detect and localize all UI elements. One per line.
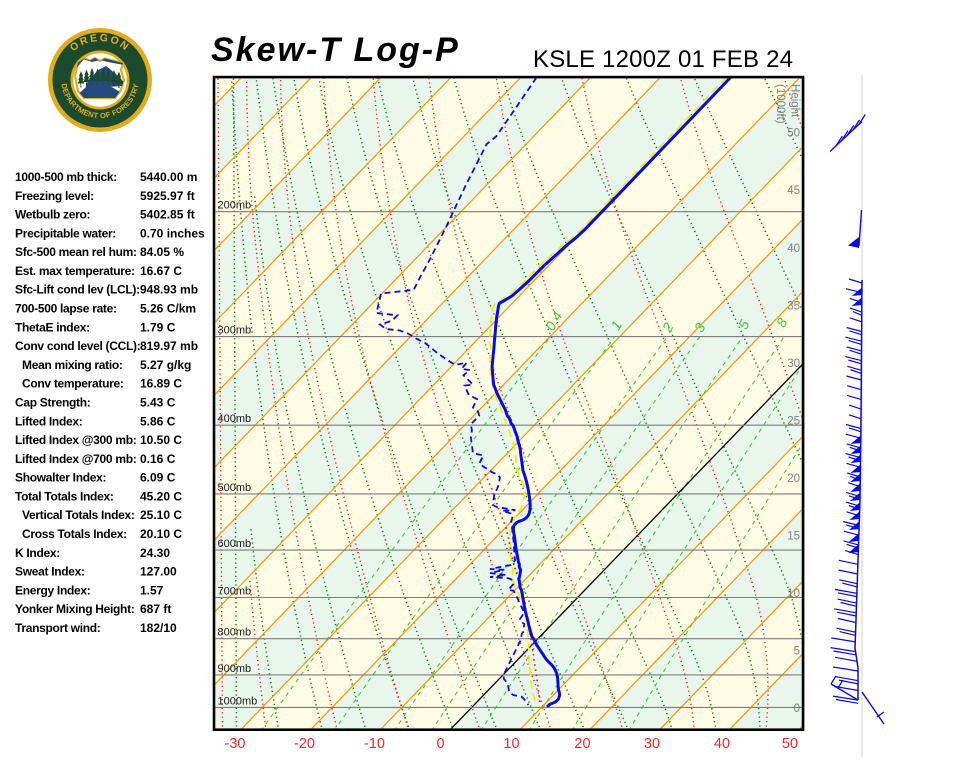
- svg-text:10: 10: [503, 736, 519, 752]
- svg-text:5925.97 ft: 5925.97 ft: [140, 189, 195, 203]
- svg-text:500mb: 500mb: [218, 482, 252, 494]
- svg-text:5.26 C/km: 5.26 C/km: [140, 302, 196, 316]
- svg-text:819.97 mb: 819.97 mb: [140, 339, 198, 353]
- svg-text:Vertical Totals Index:: Vertical Totals Index:: [22, 508, 135, 522]
- svg-text:5440.00 m: 5440.00 m: [140, 170, 197, 184]
- svg-text:Lifted Index:: Lifted Index:: [15, 414, 82, 428]
- svg-text:50: 50: [787, 128, 800, 140]
- svg-text:30: 30: [644, 736, 660, 752]
- svg-text:182/10: 182/10: [140, 621, 177, 635]
- svg-text:ThetaE index:: ThetaE index:: [15, 320, 90, 334]
- svg-text:948.93 mb: 948.93 mb: [140, 283, 198, 297]
- svg-text:Transport wind:: Transport wind:: [15, 621, 101, 635]
- svg-text:5.86 C: 5.86 C: [140, 414, 176, 428]
- svg-text:Total Totals Index:: Total Totals Index:: [15, 489, 114, 503]
- svg-text:5.27 g/kg: 5.27 g/kg: [140, 358, 191, 372]
- svg-text:900mb: 900mb: [218, 663, 252, 675]
- svg-text:20: 20: [574, 736, 590, 752]
- svg-text:K Index:: K Index:: [15, 546, 60, 560]
- svg-text:700-500 lapse rate:: 700-500 lapse rate:: [15, 302, 117, 316]
- svg-text:Height: Height: [789, 84, 801, 118]
- svg-text:KSLE 1200Z 01 FEB 24: KSLE 1200Z 01 FEB 24: [533, 46, 793, 73]
- svg-text:40: 40: [787, 243, 800, 255]
- svg-text:800mb: 800mb: [218, 627, 252, 639]
- svg-text:Cap Strength:: Cap Strength:: [15, 396, 90, 410]
- svg-text:Freezing level:: Freezing level:: [15, 189, 94, 203]
- svg-text:1.79 C: 1.79 C: [140, 320, 176, 334]
- svg-text:Conv cond level (CCL):: Conv cond level (CCL):: [15, 339, 140, 353]
- svg-text:Showalter Index:: Showalter Index:: [15, 471, 106, 485]
- svg-text:20.10 C: 20.10 C: [140, 527, 182, 541]
- svg-text:0: 0: [436, 736, 444, 752]
- svg-text:400mb: 400mb: [218, 413, 252, 425]
- svg-text:-30: -30: [225, 736, 246, 752]
- svg-text:Lifted Index @300 mb:: Lifted Index @300 mb:: [15, 433, 136, 447]
- svg-text:300mb: 300mb: [218, 325, 252, 337]
- svg-text:Sfc-500 mean rel hum:: Sfc-500 mean rel hum:: [15, 245, 137, 259]
- svg-text:15: 15: [787, 530, 800, 542]
- svg-text:10.50 C: 10.50 C: [140, 433, 182, 447]
- svg-text:24.30: 24.30: [140, 546, 170, 560]
- svg-text:Precipitable water:: Precipitable water:: [15, 226, 116, 240]
- svg-text:45: 45: [787, 185, 800, 197]
- svg-text:40: 40: [714, 736, 730, 752]
- svg-text:1000mb: 1000mb: [218, 695, 258, 707]
- svg-text:0.16 C: 0.16 C: [140, 452, 176, 466]
- svg-text:50: 50: [782, 736, 798, 752]
- svg-text:Skew-T Log-P: Skew-T Log-P: [211, 31, 460, 69]
- svg-text:35: 35: [787, 300, 800, 312]
- svg-text:127.00: 127.00: [140, 565, 177, 579]
- svg-text:84.05 %: 84.05 %: [140, 245, 184, 259]
- svg-text:20: 20: [787, 473, 800, 485]
- svg-text:Energy Index:: Energy Index:: [15, 583, 90, 597]
- svg-text:200mb: 200mb: [218, 200, 252, 212]
- svg-text:0: 0: [794, 703, 800, 715]
- svg-text:1.57: 1.57: [140, 583, 164, 597]
- svg-text:(1000ft): (1000ft): [774, 84, 786, 124]
- svg-text:Yonker Mixing Height:: Yonker Mixing Height:: [15, 602, 134, 616]
- svg-text:Cross Totals Index:: Cross Totals Index:: [22, 527, 127, 541]
- svg-text:16.67 C: 16.67 C: [140, 264, 182, 278]
- svg-text:25: 25: [787, 415, 800, 427]
- svg-text:25.10 C: 25.10 C: [140, 508, 182, 522]
- svg-text:Sfc-Lift cond lev (LCL):: Sfc-Lift cond lev (LCL):: [15, 283, 140, 297]
- svg-text:10: 10: [787, 588, 800, 600]
- svg-text:6.09 C: 6.09 C: [140, 471, 176, 485]
- svg-text:30: 30: [787, 358, 800, 370]
- svg-text:5: 5: [794, 646, 800, 658]
- svg-text:0.70 inches: 0.70 inches: [140, 226, 205, 240]
- svg-text:5402.85 ft: 5402.85 ft: [140, 208, 195, 222]
- svg-text:687 ft: 687 ft: [140, 602, 171, 616]
- svg-text:Mean mixing ratio:: Mean mixing ratio:: [22, 358, 123, 372]
- svg-text:Conv temperature:: Conv temperature:: [22, 377, 124, 391]
- svg-text:-20: -20: [294, 736, 315, 752]
- svg-text:Est. max temperature:: Est. max temperature:: [15, 264, 135, 278]
- svg-text:45.20 C: 45.20 C: [140, 489, 182, 503]
- svg-text:Sweat Index:: Sweat Index:: [15, 565, 85, 579]
- svg-text:Lifted Index @700 mb:: Lifted Index @700 mb:: [15, 452, 136, 466]
- svg-text:1000-500 mb thick:: 1000-500 mb thick:: [15, 170, 117, 184]
- svg-text:Wetbulb zero:: Wetbulb zero:: [15, 208, 90, 222]
- svg-text:600mb: 600mb: [218, 538, 252, 550]
- svg-text:700mb: 700mb: [218, 586, 252, 598]
- svg-text:5.43 C: 5.43 C: [140, 396, 176, 410]
- svg-text:16.89 C: 16.89 C: [140, 377, 182, 391]
- svg-text:-10: -10: [364, 736, 385, 752]
